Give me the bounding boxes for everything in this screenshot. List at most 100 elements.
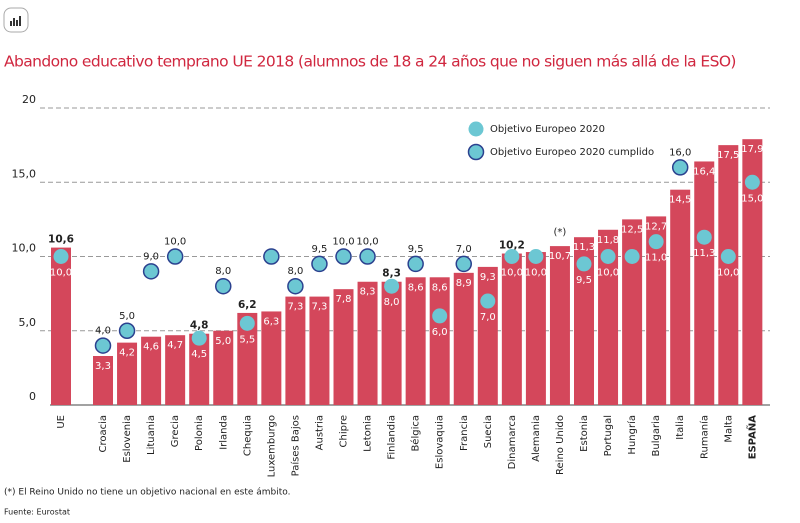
value-label: 17,9 bbox=[741, 144, 763, 155]
x-tick-label: Italia bbox=[675, 415, 686, 440]
value-label: 10,7 bbox=[549, 251, 571, 262]
value-label: 6,2 bbox=[238, 299, 257, 311]
bar bbox=[213, 330, 234, 405]
value-label: 8,6 bbox=[432, 282, 448, 293]
bar bbox=[261, 311, 282, 405]
target-met bbox=[166, 248, 184, 265]
bar bbox=[429, 277, 450, 405]
bar bbox=[742, 139, 763, 405]
bar bbox=[598, 229, 619, 405]
bar bbox=[93, 355, 113, 405]
value-label: 16,4 bbox=[693, 166, 715, 177]
bar bbox=[165, 335, 186, 405]
value-label: 11,3 bbox=[573, 242, 595, 253]
x-tick-label: Lituania bbox=[146, 415, 157, 455]
target-label: 4,0 bbox=[95, 326, 111, 337]
x-tick-label: Irlanda bbox=[218, 415, 229, 450]
value-label: 10,6 bbox=[48, 234, 74, 246]
value-label: 7,3 bbox=[311, 302, 327, 313]
bar bbox=[189, 333, 210, 405]
bar bbox=[453, 272, 474, 405]
target bbox=[696, 229, 712, 245]
bar bbox=[646, 216, 667, 405]
bar bbox=[405, 277, 426, 405]
value-label: 8,3 bbox=[382, 268, 401, 280]
value-label: 8,6 bbox=[408, 282, 424, 293]
target-label: 5,5 bbox=[239, 334, 255, 345]
bar bbox=[477, 266, 498, 405]
legend-label: Objetivo Europeo 2020 cumplido bbox=[490, 147, 654, 158]
target-label: 7,0 bbox=[480, 312, 496, 323]
value-label: 9,3 bbox=[480, 272, 496, 283]
target bbox=[624, 249, 640, 264]
bar bbox=[718, 145, 739, 405]
x-tick-label: Croacia bbox=[98, 415, 109, 453]
legend-marker bbox=[468, 121, 484, 137]
value-label: 14,5 bbox=[669, 195, 691, 206]
target bbox=[191, 330, 207, 346]
target bbox=[600, 249, 616, 264]
target-label: 5,0 bbox=[119, 311, 135, 322]
target-met bbox=[287, 277, 304, 295]
value-label: 12,7 bbox=[645, 221, 667, 232]
target-met bbox=[94, 337, 112, 354]
x-tick-label: Francia bbox=[459, 415, 470, 451]
target-label: 16,0 bbox=[669, 147, 691, 158]
target-label: 9,5 bbox=[576, 275, 592, 286]
target-met bbox=[335, 248, 352, 265]
target-label: 7,0 bbox=[456, 244, 472, 255]
target-met bbox=[215, 277, 232, 295]
target bbox=[528, 249, 544, 264]
target-label: 9,5 bbox=[311, 244, 327, 255]
x-tick-label: Letonia bbox=[363, 415, 374, 452]
target-label: 11,0 bbox=[645, 253, 667, 264]
target-label: 6,0 bbox=[432, 327, 448, 338]
x-tick-label: Eslovaquia bbox=[435, 415, 446, 469]
target bbox=[384, 278, 400, 294]
y-tick-label: 15,0 bbox=[12, 167, 37, 180]
target-met bbox=[671, 159, 689, 176]
bar bbox=[141, 336, 162, 405]
x-tick-label: Alemania bbox=[531, 415, 542, 462]
x-tick-label: Malta bbox=[723, 415, 734, 443]
target-label: 15,0 bbox=[741, 193, 763, 204]
bar bbox=[333, 289, 354, 405]
x-tick-label: Estonia bbox=[579, 415, 590, 452]
icon-bars bbox=[10, 16, 21, 26]
x-tick-label: Chequia bbox=[242, 415, 253, 456]
target-label: 9,5 bbox=[408, 244, 424, 255]
value-label: 10,2 bbox=[499, 240, 525, 252]
target-label: 10,0 bbox=[356, 237, 378, 248]
value-label: 3,3 bbox=[95, 361, 111, 372]
bar bbox=[309, 296, 330, 405]
target bbox=[504, 249, 520, 264]
value-label: 4,2 bbox=[119, 348, 135, 359]
bar bbox=[670, 189, 691, 405]
x-tick-label: Grecia bbox=[170, 415, 181, 447]
target-label: 10,0 bbox=[332, 237, 354, 248]
target bbox=[239, 315, 255, 331]
value-label: 17,5 bbox=[717, 150, 739, 161]
value-label: 5,0 bbox=[215, 336, 231, 347]
legend-label: Objetivo Europeo 2020 bbox=[490, 124, 605, 135]
bar bbox=[694, 161, 715, 405]
chart-title: Abandono educativo temprano UE 2018 (alu… bbox=[4, 53, 736, 71]
value-label: 8,9 bbox=[456, 278, 472, 289]
target-met bbox=[455, 255, 472, 273]
target-met bbox=[311, 255, 328, 273]
value-label: 4,8 bbox=[190, 320, 209, 332]
x-tick-label: ESPAÑA bbox=[745, 415, 758, 460]
target-label: 10,0 bbox=[525, 268, 547, 279]
value-label: 12,5 bbox=[621, 224, 643, 235]
x-tick-label: Polonia bbox=[194, 415, 205, 451]
target bbox=[576, 256, 592, 272]
bar bbox=[51, 247, 71, 405]
target-label: 9,0 bbox=[143, 251, 159, 262]
x-tick-label: Chipre bbox=[339, 415, 350, 448]
x-tick-label: Rumanía bbox=[698, 415, 710, 459]
target bbox=[648, 234, 664, 250]
y-tick-label: 10,0 bbox=[12, 242, 37, 255]
x-tick-label: Hungría bbox=[626, 415, 638, 455]
target bbox=[53, 249, 69, 264]
value-label: 7,8 bbox=[336, 294, 352, 305]
